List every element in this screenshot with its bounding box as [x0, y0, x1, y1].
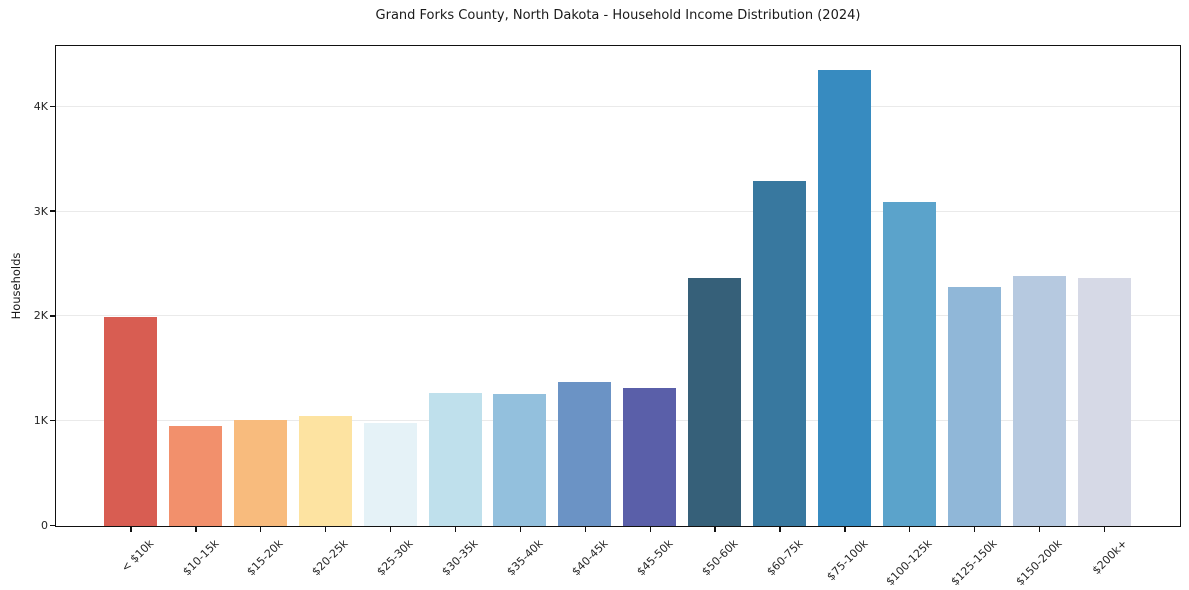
bar-$30-35k [428, 392, 482, 526]
x-tick-label-$45-50k: $45-50k [634, 537, 676, 579]
x-tick-mark-$25-30k [389, 527, 392, 532]
x-tick-mark-< $10k [130, 527, 132, 532]
gridline-2K [56, 315, 1180, 317]
bar-$25-30k [363, 423, 417, 526]
x-tick-mark-$20-25k [325, 527, 327, 532]
x-tick-mark-$75-100k [844, 527, 846, 532]
x-tick-label-$25-30k: $25-30k [374, 537, 416, 579]
y-tick-mark-4K [50, 105, 55, 107]
bar-$10-15k [168, 426, 222, 526]
chart-title: Grand Forks County, North Dakota - House… [375, 8, 861, 23]
y-tick-label-0: 0 [41, 519, 48, 532]
x-tick-mark-$200k+ [1103, 527, 1106, 532]
x-tick-mark-$60-75k [779, 527, 781, 532]
gridline-1K [56, 420, 1180, 422]
bar-$45-50k [623, 387, 677, 526]
y-tick-mark-1K [50, 420, 55, 422]
y-tick-label-3K: 3K [33, 204, 48, 218]
x-tick-mark-$35-40k [519, 527, 522, 532]
x-tick-label-$15-20k: $15-20k [244, 537, 287, 579]
plot-area [55, 45, 1181, 527]
y-tick-mark-2K [50, 315, 55, 317]
x-tick-label-$125-150k: $125-150k [948, 537, 1000, 589]
bar-$125-150k [947, 287, 1001, 526]
x-tick-mark-$50-60k [714, 527, 716, 532]
bar-< $10k [104, 317, 157, 526]
x-tick-mark-$100-125k [909, 527, 911, 532]
x-tick-mark-$30-35k [454, 527, 457, 532]
x-tick-label-$35-40k: $35-40k [504, 537, 546, 579]
y-tick-label-2K: 2K [33, 309, 48, 323]
x-tick-label-$40-45k: $40-45k [569, 537, 611, 579]
bar-$60-75k [753, 181, 806, 526]
gridline-3K [56, 210, 1180, 212]
y-tick-label-1K: 1K [33, 414, 48, 428]
x-tick-mark-$40-45k [584, 527, 586, 532]
x-tick-mark-$45-50k [649, 527, 651, 532]
x-tick-label-$60-75k: $60-75k [763, 537, 806, 579]
bar-$35-40k [493, 394, 547, 526]
bar-$15-20k [233, 419, 287, 526]
bar-$40-45k [558, 381, 612, 526]
gridline-4K [56, 105, 1180, 107]
y-tick-mark-3K [50, 210, 55, 212]
x-tick-label-$20-25k: $20-25k [309, 537, 351, 579]
x-tick-mark-$125-150k [974, 527, 976, 532]
bar-$75-100k [817, 70, 871, 526]
y-tick-label-4K: 4K [33, 99, 48, 113]
x-tick-label-$10-15k: $10-15k [179, 537, 222, 579]
x-tick-label-$100-125k: $100-125k [883, 537, 936, 589]
x-tick-label-$30-35k: $30-35k [439, 537, 481, 579]
x-tick-label-< $10k: < $10k [118, 537, 157, 575]
bar-$20-25k [298, 415, 352, 526]
x-tick-label-$150-200k: $150-200k [1013, 537, 1065, 589]
x-tick-label-$75-100k: $75-100k [823, 537, 871, 584]
x-tick-mark-$15-20k [260, 527, 262, 532]
bar-$100-125k [882, 202, 936, 526]
x-tick-mark-$150-200k [1038, 527, 1041, 532]
bar-$50-60k [688, 277, 742, 526]
bar-$200k+ [1077, 277, 1131, 526]
x-tick-mark-$10-15k [195, 527, 197, 532]
y-tick-mark-0 [50, 524, 55, 527]
x-tick-label-$200k+: $200k+ [1089, 537, 1130, 578]
bar-$150-200k [1012, 275, 1066, 526]
x-tick-label-$50-60k: $50-60k [699, 537, 741, 579]
